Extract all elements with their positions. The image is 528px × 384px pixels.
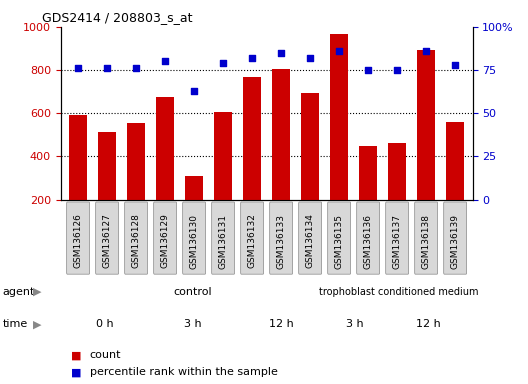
Text: trophoblast conditioned medium: trophoblast conditioned medium	[319, 287, 479, 297]
Text: ▶: ▶	[33, 319, 42, 329]
Bar	[360, 146, 377, 200]
Point	[219, 60, 228, 66]
Bar	[331, 35, 348, 200]
Point	[364, 67, 372, 73]
Bar	[98, 132, 116, 200]
Bar	[156, 97, 174, 200]
Text: GDS2414 / 208803_s_at: GDS2414 / 208803_s_at	[42, 12, 193, 25]
FancyBboxPatch shape	[212, 202, 234, 274]
Text: 0 h: 0 h	[96, 319, 114, 329]
FancyBboxPatch shape	[96, 202, 119, 274]
FancyBboxPatch shape	[414, 202, 438, 274]
Text: agent: agent	[3, 287, 35, 297]
Text: ▶: ▶	[33, 287, 42, 297]
Text: GSM136134: GSM136134	[306, 214, 315, 268]
Point	[132, 65, 140, 71]
Text: GSM136135: GSM136135	[335, 214, 344, 268]
Text: ■: ■	[71, 367, 82, 377]
Text: GSM136139: GSM136139	[451, 214, 460, 268]
Bar	[301, 93, 319, 200]
Point	[306, 55, 314, 61]
FancyBboxPatch shape	[444, 202, 467, 274]
Point	[190, 88, 199, 94]
Text: GSM136126: GSM136126	[73, 214, 82, 268]
FancyBboxPatch shape	[299, 202, 322, 274]
Text: GSM136130: GSM136130	[190, 214, 199, 268]
FancyBboxPatch shape	[328, 202, 351, 274]
Point	[103, 65, 111, 71]
Text: GSM136136: GSM136136	[364, 214, 373, 268]
Point	[74, 65, 82, 71]
Point	[393, 67, 401, 73]
Text: percentile rank within the sample: percentile rank within the sample	[90, 367, 278, 377]
Text: count: count	[90, 350, 121, 360]
FancyBboxPatch shape	[125, 202, 148, 274]
Text: ■: ■	[71, 350, 82, 360]
Point	[335, 48, 343, 54]
Text: GSM136133: GSM136133	[277, 214, 286, 268]
Point	[277, 50, 285, 56]
Text: GSM136129: GSM136129	[161, 214, 169, 268]
FancyBboxPatch shape	[154, 202, 176, 274]
Bar	[69, 116, 87, 200]
Bar	[185, 176, 203, 200]
Text: GSM136128: GSM136128	[131, 214, 140, 268]
Bar	[418, 50, 435, 200]
Text: GSM136127: GSM136127	[102, 214, 111, 268]
Text: 12 h: 12 h	[269, 319, 294, 329]
Text: 3 h: 3 h	[184, 319, 202, 329]
Text: 3 h: 3 h	[346, 319, 364, 329]
Bar	[127, 123, 145, 200]
Text: time: time	[3, 319, 28, 329]
FancyBboxPatch shape	[67, 202, 90, 274]
Text: GSM136132: GSM136132	[248, 214, 257, 268]
FancyBboxPatch shape	[357, 202, 380, 274]
Bar	[447, 122, 464, 200]
FancyBboxPatch shape	[270, 202, 293, 274]
Point	[422, 48, 430, 54]
Bar	[214, 112, 232, 200]
Text: GSM136137: GSM136137	[393, 214, 402, 268]
FancyBboxPatch shape	[385, 202, 409, 274]
Bar	[389, 143, 406, 200]
Text: control: control	[174, 287, 212, 297]
Text: 12 h: 12 h	[416, 319, 441, 329]
Point	[248, 55, 257, 61]
Text: GSM136138: GSM136138	[422, 214, 431, 268]
Text: GSM136131: GSM136131	[219, 214, 228, 268]
Point	[451, 62, 459, 68]
FancyBboxPatch shape	[183, 202, 205, 274]
Bar	[272, 69, 290, 200]
Bar	[243, 76, 261, 200]
FancyBboxPatch shape	[241, 202, 263, 274]
Point	[161, 58, 169, 65]
